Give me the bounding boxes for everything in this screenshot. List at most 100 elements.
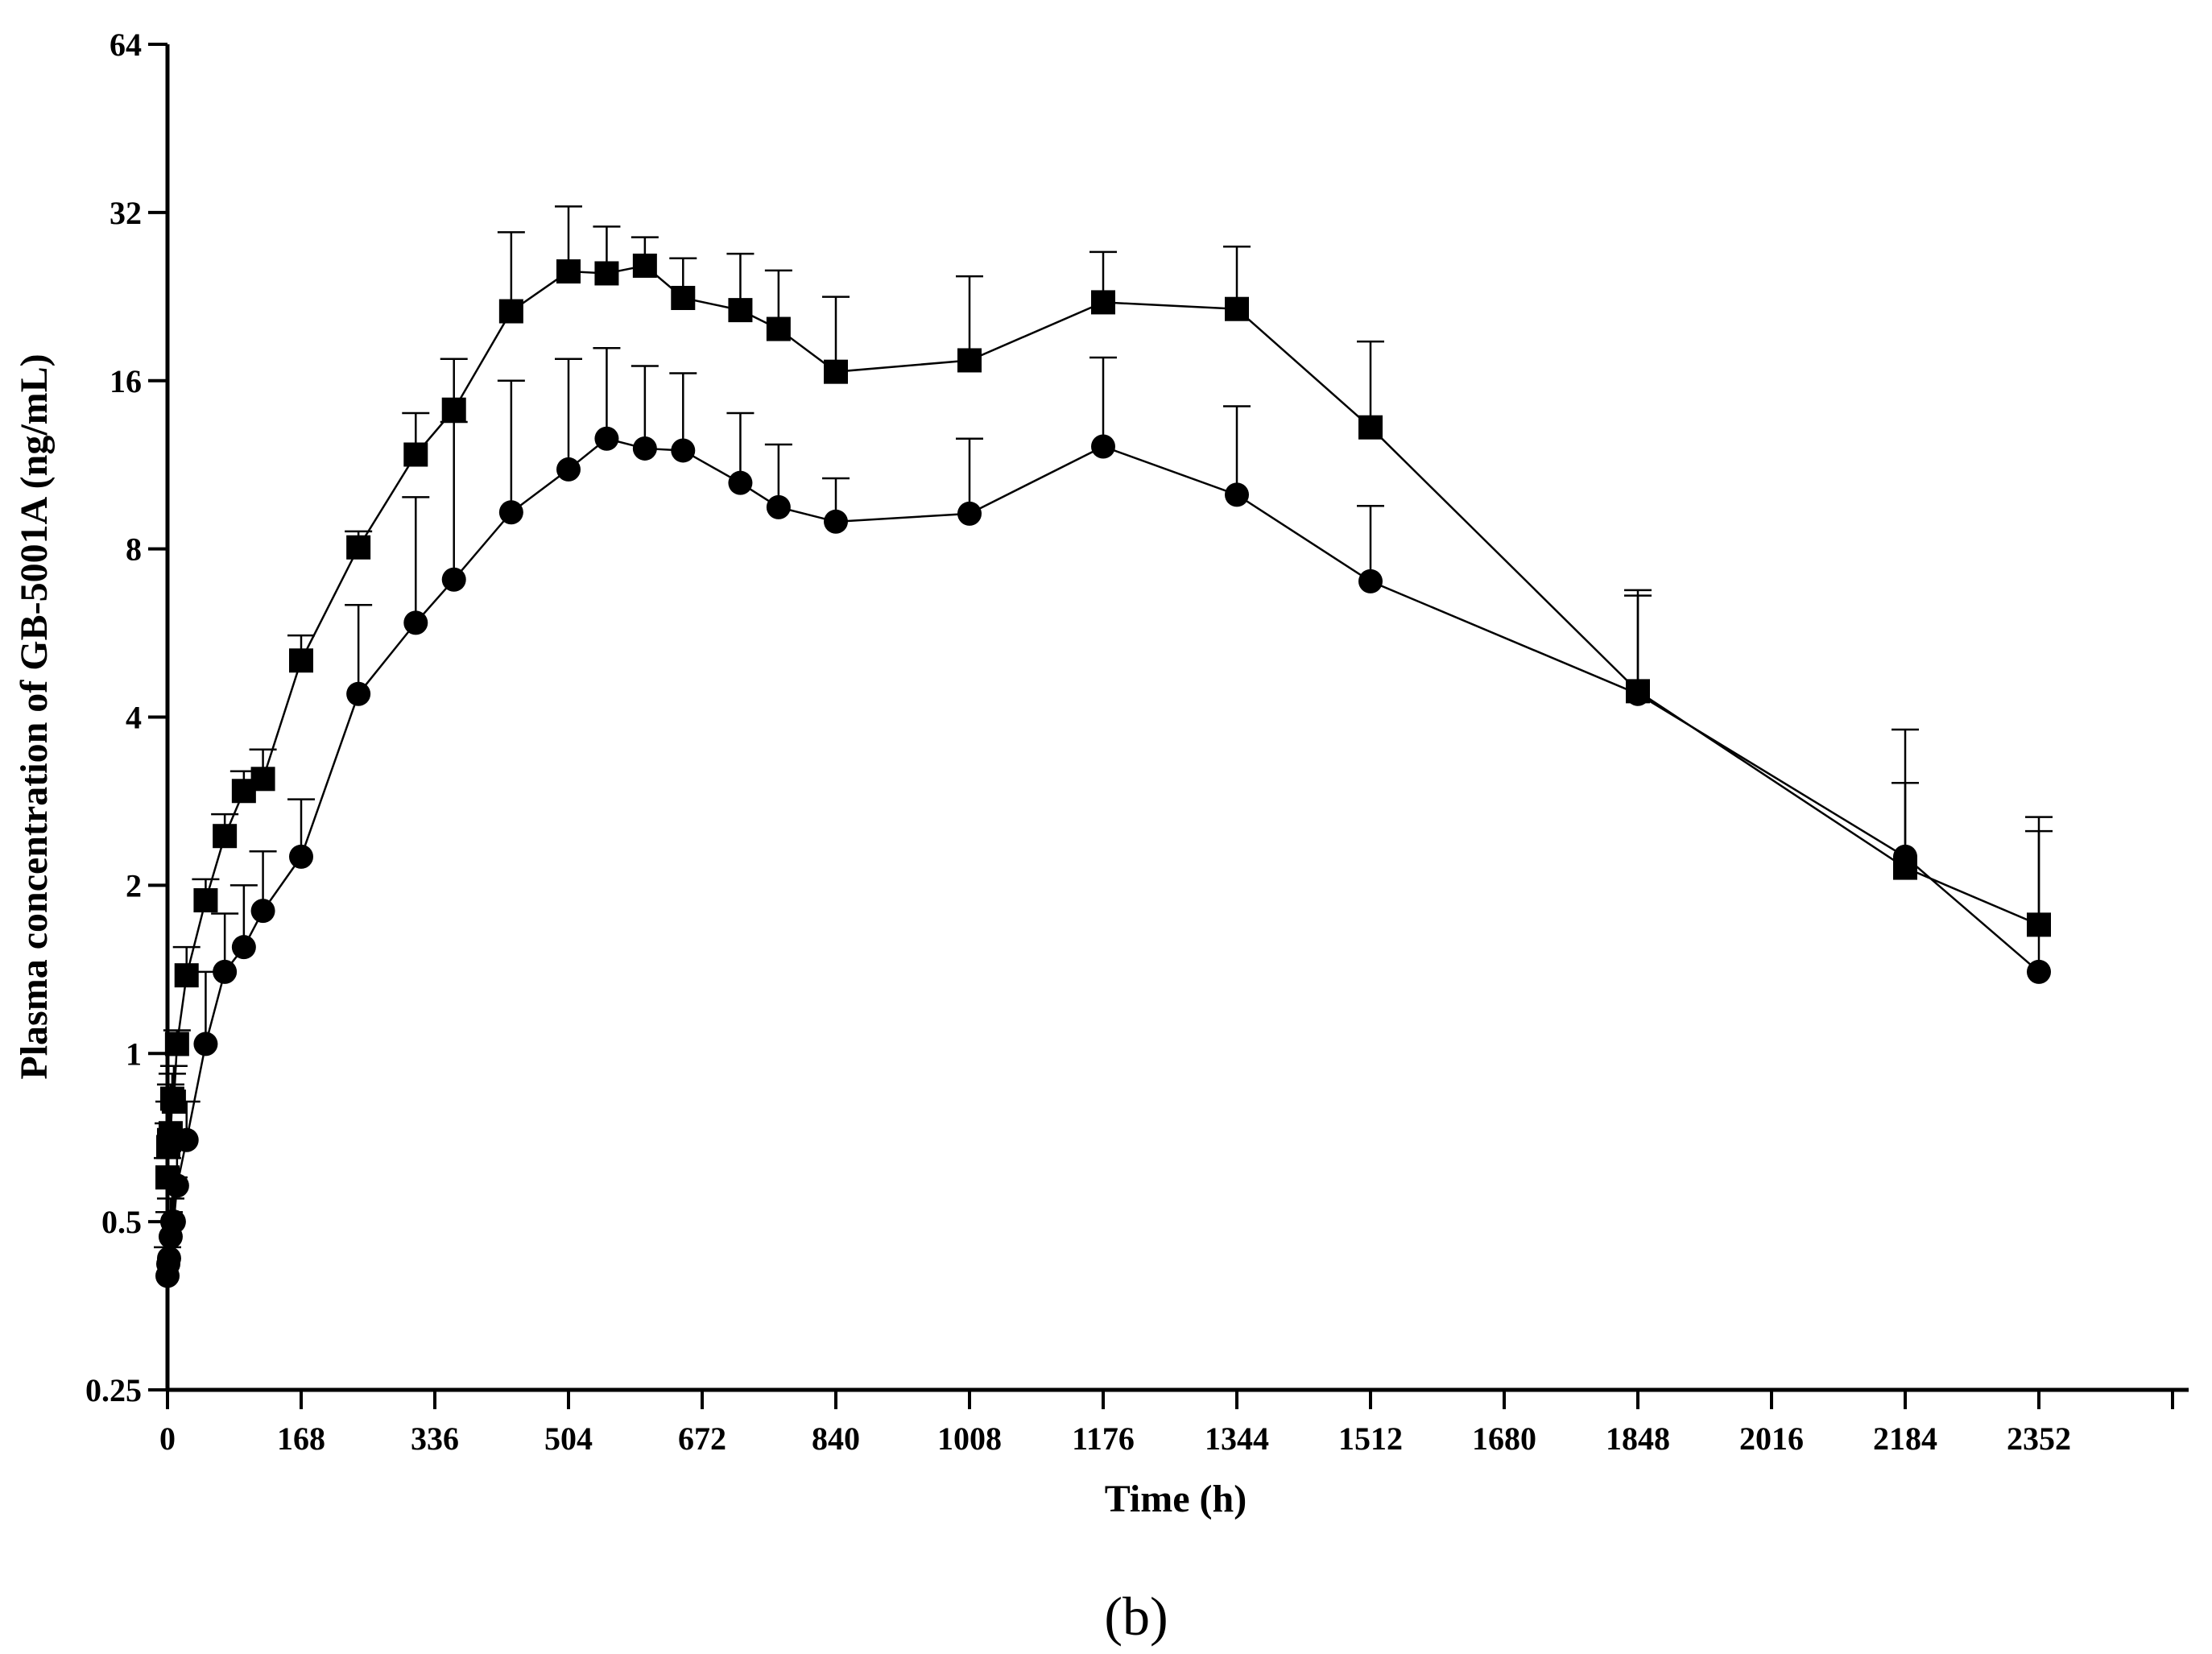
series-square <box>154 205 2053 1190</box>
x-tick-label: 1008 <box>937 1420 1002 1457</box>
x-tick-label: 504 <box>544 1420 593 1457</box>
data-point-square <box>671 286 696 311</box>
error-bar <box>1357 505 1384 581</box>
error-bar <box>956 437 983 514</box>
x-tick-label: 1680 <box>1472 1420 1536 1457</box>
x-tick-label: 672 <box>678 1420 726 1457</box>
data-point-circle <box>1893 844 1917 869</box>
y-tick-label: 2 <box>126 867 142 903</box>
y-tick-label: 8 <box>126 531 142 568</box>
data-point-circle <box>594 426 619 451</box>
error-bar <box>1223 405 1251 495</box>
data-point-circle <box>161 1209 186 1234</box>
data-point-circle <box>632 436 657 461</box>
x-tick-label: 1176 <box>1072 1420 1135 1457</box>
x-tick-label: 0 <box>159 1420 176 1457</box>
data-point-circle <box>250 899 275 924</box>
data-point-circle <box>441 567 466 592</box>
axes <box>165 44 2189 1392</box>
data-point-circle <box>957 501 982 526</box>
data-point-circle <box>1225 482 1249 507</box>
data-point-circle <box>156 1246 181 1271</box>
y-tick-label: 4 <box>126 700 142 736</box>
x-tick-label: 840 <box>812 1420 860 1457</box>
x-tick-label: 168 <box>277 1420 325 1457</box>
data-point-circle <box>728 470 753 495</box>
data-point-circle <box>193 1032 218 1056</box>
data-point-square <box>632 253 657 278</box>
data-point-circle <box>766 494 791 519</box>
data-point-square <box>174 963 199 988</box>
data-point-square <box>346 535 371 560</box>
data-point-circle <box>346 681 371 706</box>
x-tick-label: 1344 <box>1205 1420 1269 1457</box>
data-point-circle <box>2027 959 2051 984</box>
y-ticks: 0.25 0.5 1 2 4 8 16 32 64 <box>85 27 167 1408</box>
error-bar <box>631 365 659 449</box>
error-bar <box>956 275 983 361</box>
series-circle <box>154 347 2053 1288</box>
data-point-circle <box>174 1127 199 1152</box>
data-point-square <box>824 359 848 384</box>
error-bar <box>497 231 525 312</box>
data-point-square <box>164 1032 189 1056</box>
data-point-circle <box>213 959 238 984</box>
y-tick-label: 1 <box>126 1036 142 1072</box>
error-bar <box>1624 594 1652 694</box>
data-point-square <box>728 298 753 323</box>
data-point-square <box>766 316 791 341</box>
data-point-circle <box>824 509 848 534</box>
x-tick-label: 1848 <box>1606 1420 1670 1457</box>
data-point-circle <box>1091 434 1115 459</box>
data-point-square <box>498 299 523 324</box>
error-bar <box>497 379 525 513</box>
y-tick-label: 16 <box>110 363 142 399</box>
data-point-square <box>250 767 275 792</box>
error-bar <box>402 496 430 623</box>
data-point-square <box>441 397 466 422</box>
error-bar <box>1892 781 1919 857</box>
data-point-circle <box>1626 681 1650 706</box>
x-tick-label: 1512 <box>1338 1420 1403 1457</box>
y-tick-label: 0.25 <box>85 1372 142 1408</box>
data-point-circle <box>498 500 523 525</box>
y-axis-title: Plasma concentration of GB-5001A (ng/mL) <box>13 354 56 1079</box>
data-point-square <box>957 348 982 373</box>
data-point-circle <box>1358 569 1383 593</box>
data-point-square <box>403 442 428 467</box>
x-tick-label: 336 <box>411 1420 459 1457</box>
error-bar <box>440 420 468 580</box>
error-bar <box>1357 340 1384 428</box>
x-ticks: 0 168 336 504 672 840 1008 1176 1344 1512 1680 1848… <box>159 1390 2174 1457</box>
data-point-circle <box>556 457 581 482</box>
data-point-square <box>1225 296 1249 321</box>
error-bar <box>669 372 697 451</box>
data-point-square <box>1091 290 1115 315</box>
data-point-square <box>594 261 619 286</box>
data-point-circle <box>671 438 696 463</box>
y-tick-label: 0.5 <box>101 1204 142 1240</box>
data-point-circle <box>289 844 313 869</box>
x-tick-label: 2184 <box>1873 1420 1937 1457</box>
panel-label: (b) <box>1104 1586 1168 1647</box>
series-layer <box>154 205 2053 1288</box>
x-axis-title: Time (h) <box>1105 1478 1247 1520</box>
x-tick-label: 2352 <box>2007 1420 2071 1457</box>
data-point-square <box>556 259 581 284</box>
error-bar <box>555 358 582 469</box>
data-point-square <box>1358 415 1383 440</box>
series-line <box>166 437 2040 1276</box>
y-tick-label: 64 <box>110 27 142 63</box>
data-point-circle <box>403 610 428 635</box>
data-point-circle <box>231 935 256 960</box>
error-bar <box>345 603 373 694</box>
x-tick-label: 2016 <box>1739 1420 1804 1457</box>
data-point-square <box>213 824 238 849</box>
data-point-square <box>193 888 218 913</box>
error-bar <box>1089 356 1117 447</box>
error-bar <box>593 347 621 439</box>
data-point-circle <box>164 1173 189 1198</box>
data-point-square <box>289 648 313 673</box>
error-bar <box>822 296 850 372</box>
